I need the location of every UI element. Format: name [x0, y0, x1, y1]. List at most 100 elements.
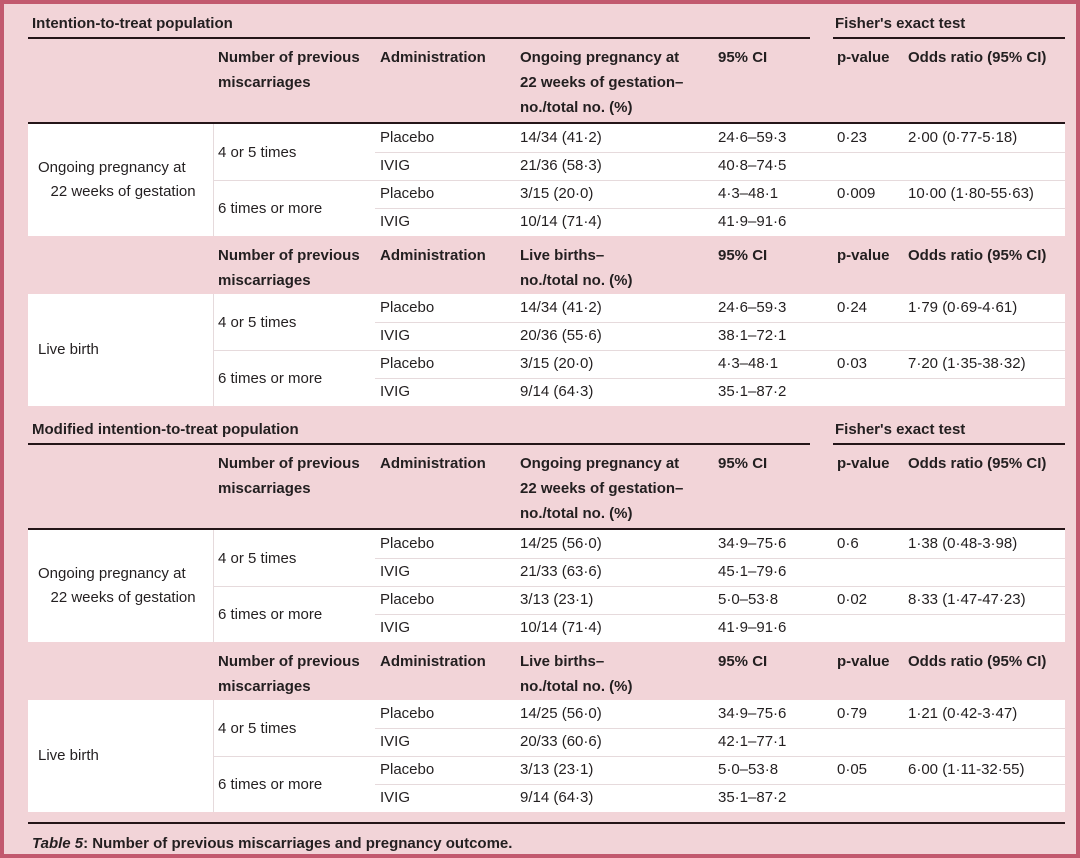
ci-cell: 40·8–74·5 — [718, 157, 787, 174]
divider — [213, 180, 1065, 181]
table-row: Placebo 14/25 (56·0) 34·9–75·6 — [375, 530, 833, 558]
odds-ratio-cell: 1·38 (0·48-3·98) — [908, 535, 1018, 552]
header-administration: Administration — [380, 653, 486, 670]
header-miscarriages: Number of previous miscarriages — [218, 247, 360, 289]
outcome-cell: 14/25 (56·0) — [520, 535, 602, 552]
table-content: Intention-to-treat population Fisher's e… — [28, 4, 1065, 852]
administration-cell: IVIG — [380, 789, 411, 806]
header-p-value: p-value — [837, 455, 890, 472]
outcome-cell: 20/36 (55·6) — [520, 327, 602, 344]
data-groups: 4 or 5 times Placebo 14/34 (41·2) 24·6–5… — [213, 294, 1065, 406]
header-odds-ratio: Odds ratio (95% CI) — [908, 247, 1047, 264]
ci-cell: 4·3–48·1 — [718, 355, 779, 372]
administration-cell: Placebo — [380, 129, 435, 146]
admin-rows: Placebo 3/15 (20·0) 4·3–48·1 IVIG 10/14 … — [375, 180, 833, 236]
ci-cell: 24·6–59·3 — [718, 129, 787, 146]
divider — [375, 322, 1065, 323]
ci-cell: 38·1–72·1 — [718, 327, 787, 344]
p-value-cell: 0·24 — [837, 299, 868, 316]
group-row: 4 or 5 times Placebo 14/34 (41·2) 24·6–5… — [213, 124, 1065, 180]
miscarriage-count: 6 times or more — [218, 775, 323, 793]
miscarriage-count: 4 or 5 times — [218, 143, 297, 161]
fisher-test-label-mitt: Fisher's exact test — [835, 421, 966, 438]
data-groups: 4 or 5 times Placebo 14/34 (41·2) 24·6–5… — [213, 124, 1065, 236]
divider — [213, 756, 1065, 757]
column-header-mitt-ongoing: Number of previous miscarriages Administ… — [28, 445, 1065, 528]
table-row: Placebo 14/25 (56·0) 34·9–75·6 — [375, 700, 833, 728]
header-ci: 95% CI — [718, 653, 768, 670]
administration-cell: Placebo — [380, 299, 435, 316]
administration-cell: IVIG — [380, 157, 411, 174]
miscarriage-count: 6 times or more — [218, 369, 323, 387]
admin-rows: Placebo 14/34 (41·2) 24·6–59·3 IVIG 21/3… — [375, 124, 833, 180]
administration-cell: Placebo — [380, 535, 435, 552]
outcome-cell: 3/15 (20·0) — [520, 355, 594, 372]
divider — [213, 586, 1065, 587]
section-mitt-title-row: Modified intention-to-treat population F… — [28, 406, 1065, 443]
table-row: Placebo 3/13 (23·1) 5·0–53·8 — [375, 756, 833, 784]
rule-segment-left — [28, 37, 810, 39]
row-label: Ongoing pregnancy at 22 weeks of gestati… — [38, 159, 196, 200]
rule-segment-left — [28, 443, 810, 445]
ci-cell: 41·9–91·6 — [718, 213, 787, 230]
outcome-cell: 10/14 (71·4) — [520, 619, 602, 636]
section-title-mitt: Modified intention-to-treat population — [32, 421, 299, 438]
outcome-cell: 3/13 (23·1) — [520, 591, 594, 608]
group-row: 6 times or more Placebo 3/15 (20·0) 4·3–… — [213, 350, 1065, 406]
header-miscarriages: Number of previous miscarriages — [218, 653, 360, 695]
ci-cell: 24·6–59·3 — [718, 299, 787, 316]
p-value-cell: 0·03 — [837, 355, 868, 372]
row-label: Ongoing pregnancy at 22 weeks of gestati… — [38, 565, 196, 606]
section-title-itt: Intention-to-treat population — [32, 15, 233, 32]
administration-cell: IVIG — [380, 619, 411, 636]
odds-ratio-cell: 1·21 (0·42-3·47) — [908, 705, 1018, 722]
group-row: 6 times or more Placebo 3/13 (23·1) 5·0–… — [213, 756, 1065, 812]
outcome-cell: 14/34 (41·2) — [520, 129, 602, 146]
table-caption: Table 5: Number of previous miscarriages… — [28, 824, 1065, 852]
odds-ratio-cell: 7·20 (1·35-38·32) — [908, 355, 1026, 372]
data-block-mitt-livebirth: Live birth 4 or 5 times Placebo 14/25 (5… — [28, 700, 1065, 812]
rule-gap — [810, 443, 833, 445]
outcome-cell: 21/33 (63·6) — [520, 563, 602, 580]
table-row: Placebo 14/34 (41·2) 24·6–59·3 — [375, 124, 833, 152]
p-value-cell: 0·23 — [837, 129, 868, 146]
header-odds-ratio: Odds ratio (95% CI) — [908, 49, 1047, 66]
administration-cell: Placebo — [380, 705, 435, 722]
header-ci: 95% CI — [718, 455, 768, 472]
administration-cell: IVIG — [380, 213, 411, 230]
divider — [375, 152, 1065, 153]
section-itt-title-row: Intention-to-treat population Fisher's e… — [28, 4, 1065, 37]
p-value-cell: 0·05 — [837, 761, 868, 778]
data-groups: 4 or 5 times Placebo 14/25 (56·0) 34·9–7… — [213, 700, 1065, 812]
ci-cell: 42·1–77·1 — [718, 733, 787, 750]
divider — [375, 558, 1065, 559]
miscarriage-count: 6 times or more — [218, 199, 323, 217]
admin-rows: Placebo 3/15 (20·0) 4·3–48·1 IVIG 9/14 (… — [375, 350, 833, 406]
outcome-cell: 9/14 (64·3) — [520, 383, 594, 400]
p-value-cell: 0·02 — [837, 591, 868, 608]
outcome-cell: 9/14 (64·3) — [520, 789, 594, 806]
header-miscarriages: Number of previous miscarriages — [218, 49, 360, 91]
admin-rows: Placebo 14/25 (56·0) 34·9–75·6 IVIG 20/3… — [375, 700, 833, 756]
caption-label: Table 5 — [32, 835, 84, 852]
table-row: IVIG 20/33 (60·6) 42·1–77·1 — [375, 728, 833, 756]
ci-cell: 45·1–79·6 — [718, 563, 787, 580]
administration-cell: Placebo — [380, 355, 435, 372]
p-value-cell: 0·009 — [837, 185, 876, 202]
administration-cell: IVIG — [380, 563, 411, 580]
rule-segment-right — [833, 443, 1065, 445]
outcome-cell: 20/33 (60·6) — [520, 733, 602, 750]
header-p-value: p-value — [837, 653, 890, 670]
outcome-cell: 14/34 (41·2) — [520, 299, 602, 316]
ci-cell: 35·1–87·2 — [718, 383, 787, 400]
header-administration: Administration — [380, 455, 486, 472]
caption-rule — [28, 822, 1065, 824]
table-row: IVIG 10/14 (71·4) 41·9–91·6 — [375, 614, 833, 642]
column-header-itt-livebirth: Number of previous miscarriages Administ… — [28, 236, 1065, 294]
caption-text: : Number of previous miscarriages and pr… — [83, 835, 513, 852]
table-row: Placebo 3/15 (20·0) 4·3–48·1 — [375, 180, 833, 208]
header-miscarriages: Number of previous miscarriages — [218, 455, 360, 497]
miscarriage-count: 4 or 5 times — [218, 719, 297, 737]
table-row: IVIG 20/36 (55·6) 38·1–72·1 — [375, 322, 833, 350]
